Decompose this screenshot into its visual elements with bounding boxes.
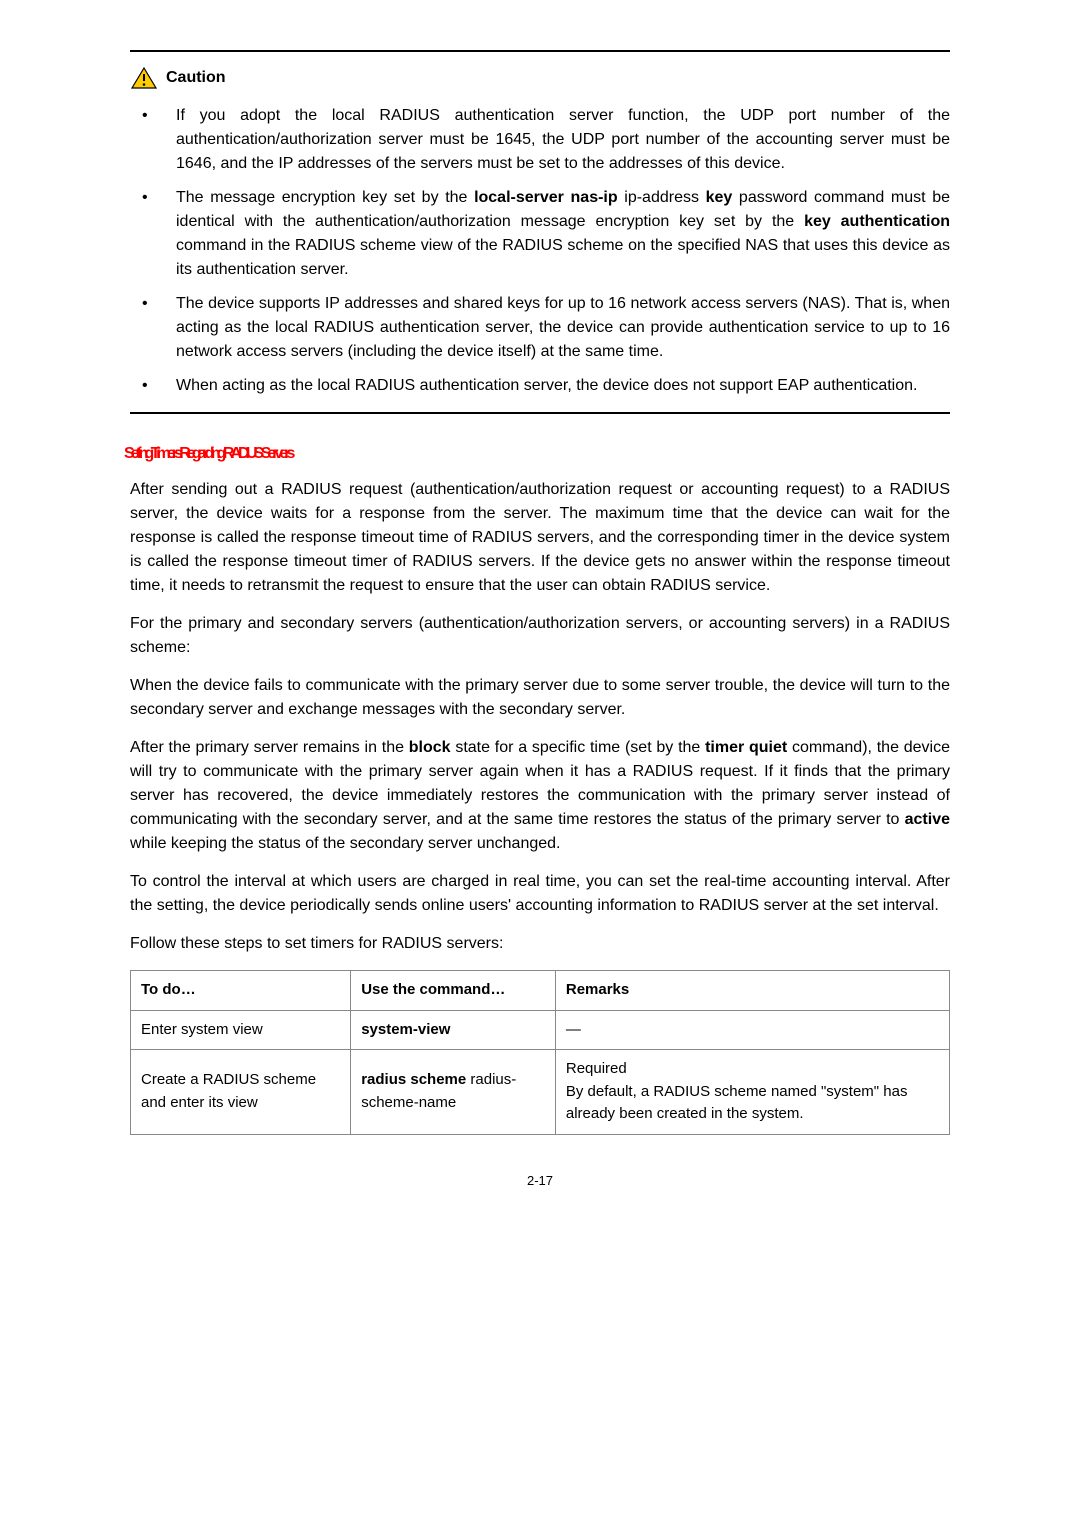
warning-icon	[130, 66, 158, 90]
paragraph: For the primary and secondary servers (a…	[130, 612, 950, 660]
caution-box: Caution If you adopt the local RADIUS au…	[130, 66, 950, 398]
caution-item-text: The device supports IP addresses and sha…	[176, 295, 950, 360]
para-text: After the primary server remains in the	[130, 739, 409, 756]
bold-term: key	[706, 189, 733, 206]
bold-term: radius scheme	[361, 1071, 466, 1088]
caution-bottom-rule	[130, 412, 950, 414]
steps-table: To do… Use the command… Remarks Enter sy…	[130, 970, 950, 1135]
caution-item-text: ip-address	[618, 189, 706, 206]
table-cell: —	[555, 1010, 949, 1050]
caution-item: If you adopt the local RADIUS authentica…	[160, 104, 950, 176]
caution-item-text: When acting as the local RADIUS authenti…	[176, 377, 917, 394]
bold-term: active	[905, 811, 950, 828]
table-header: Use the command…	[351, 971, 556, 1011]
page-number: 2-17	[130, 1171, 950, 1191]
caution-item-text: command in the RADIUS scheme view of the…	[176, 237, 950, 278]
paragraph: After sending out a RADIUS request (auth…	[130, 478, 950, 598]
caution-list: If you adopt the local RADIUS authentica…	[130, 104, 950, 398]
paragraph: When the device fails to communicate wit…	[130, 674, 950, 722]
table-cell: Enter system view	[131, 1010, 351, 1050]
bold-term: timer quiet	[705, 739, 787, 756]
cell-text: Required By default, a RADIUS scheme nam…	[566, 1060, 908, 1122]
table-cell: system-view	[351, 1010, 556, 1050]
caution-label: Caution	[166, 66, 226, 90]
section-heading: Setting Timers Regarding RADIUS Servers	[124, 442, 950, 466]
paragraph: Follow these steps to set timers for RAD…	[130, 932, 950, 956]
caution-header: Caution	[130, 66, 950, 90]
para-text: while keeping the status of the secondar…	[130, 835, 561, 852]
caution-item: The device supports IP addresses and sha…	[160, 292, 950, 364]
bold-term: local-server nas-ip	[474, 189, 618, 206]
caution-item-text: The message encryption key set by the	[176, 189, 474, 206]
paragraph: After the primary server remains in the …	[130, 736, 950, 856]
table-row: Create a RADIUS scheme and enter its vie…	[131, 1050, 950, 1135]
table-cell: Required By default, a RADIUS scheme nam…	[555, 1050, 949, 1135]
caution-item: When acting as the local RADIUS authenti…	[160, 374, 950, 398]
bold-term: key authentication	[804, 213, 950, 230]
bold-term: block	[409, 739, 451, 756]
caution-item: The message encryption key set by the lo…	[160, 186, 950, 282]
table-cell: Create a RADIUS scheme and enter its vie…	[131, 1050, 351, 1135]
table-row: Enter system view system-view —	[131, 1010, 950, 1050]
table-header: Remarks	[555, 971, 949, 1011]
table-cell: radius scheme radius-scheme-name	[351, 1050, 556, 1135]
table-header-row: To do… Use the command… Remarks	[131, 971, 950, 1011]
bold-term: system-view	[361, 1021, 450, 1038]
paragraph: To control the interval at which users a…	[130, 870, 950, 918]
table-header: To do…	[131, 971, 351, 1011]
top-rule	[130, 50, 950, 52]
caution-item-text: If you adopt the local RADIUS authentica…	[176, 107, 950, 172]
para-text: state for a specific time (set by the	[451, 739, 706, 756]
